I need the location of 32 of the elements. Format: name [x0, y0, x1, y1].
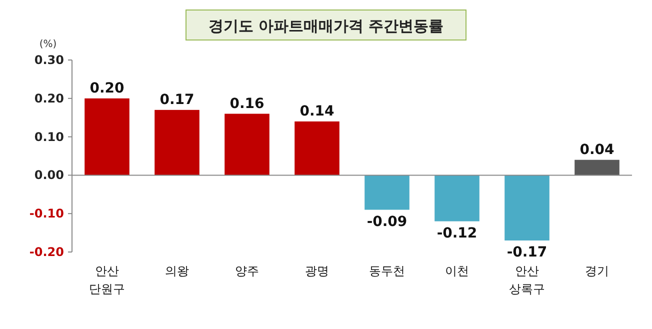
x-tick-label: 의왕	[165, 264, 189, 278]
y-tick-label: -0.10	[29, 206, 64, 221]
y-tick-label: 0.30	[34, 53, 64, 67]
x-tick-label: 안산 단원구	[89, 264, 125, 296]
y-tick-label: -0.20	[29, 245, 64, 259]
chart-title: 경기도 아파트매매가격 주간변동률	[208, 17, 444, 35]
bar	[154, 110, 200, 176]
x-tick-label: 광명	[305, 264, 329, 278]
x-tick-label: 양주	[235, 264, 259, 278]
y-axis-title: (%)	[39, 39, 57, 50]
y-tick-label: 0.00	[34, 168, 64, 182]
bar	[434, 175, 480, 222]
y-tick-label: 0.20	[34, 91, 64, 106]
data-label: 0.04	[580, 142, 615, 158]
data-label: -0.09	[366, 214, 408, 230]
data-label: 0.20	[90, 80, 125, 96]
data-label: 0.16	[230, 96, 264, 112]
data-label: 0.14	[300, 103, 335, 120]
data-label: 0.17	[160, 92, 194, 108]
bar	[574, 160, 620, 176]
data-label: -0.17	[506, 244, 548, 260]
bar	[504, 175, 550, 240]
x-tick-label: 동두천	[369, 264, 405, 278]
bar	[364, 175, 410, 210]
x-tick-label: 안산 상록구	[509, 264, 545, 296]
y-tick-label: 0.10	[34, 130, 64, 144]
data-label: -0.12	[436, 225, 478, 242]
bar	[294, 121, 340, 176]
bar	[224, 114, 270, 176]
x-tick-label: 경기	[585, 264, 609, 278]
x-tick-label: 이천	[445, 264, 469, 278]
bar	[84, 98, 130, 176]
